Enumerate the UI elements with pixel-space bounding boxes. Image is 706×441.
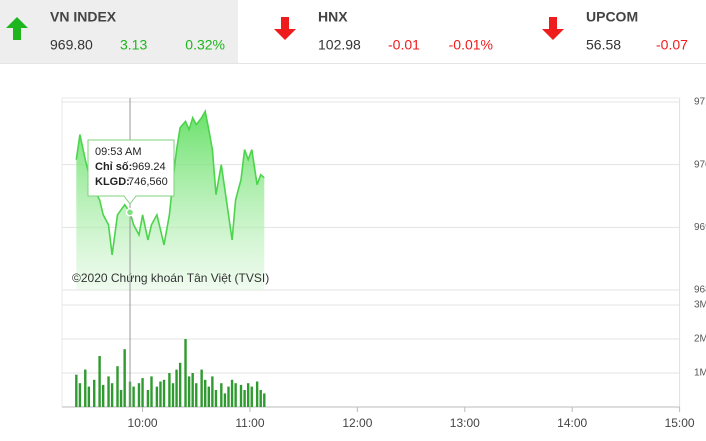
volume-bar	[146, 390, 150, 407]
volume-bar	[195, 383, 198, 407]
volume-bar	[159, 381, 162, 407]
tooltip-index-label: Chỉ số:	[95, 161, 132, 173]
arrow-down	[274, 17, 296, 40]
volume-bar	[141, 378, 144, 407]
index-tab[interactable]: UPCOM 56.58 -0.07	[542, 9, 688, 53]
volume-bar	[255, 381, 259, 407]
index-change: -0.07	[656, 37, 688, 53]
volume-bar	[84, 369, 87, 407]
tooltip-index-value: 969.24	[132, 161, 166, 173]
y-tick-label: 969	[694, 222, 706, 233]
area	[76, 111, 265, 291]
copyright: ©2020 Chứng khoán Tân Việt (TVSI)	[72, 271, 269, 285]
volume-bar	[200, 369, 203, 407]
index-change: 3.13	[120, 37, 147, 53]
x-tick-label: 13:00	[450, 416, 480, 430]
y2-tick-label: 3M	[694, 300, 706, 311]
volume-bar	[227, 386, 230, 407]
volume-bar	[246, 383, 250, 407]
index-percent: -0.01%	[449, 37, 493, 53]
volume-bar	[259, 390, 262, 407]
x-tick-label: 12:00	[342, 416, 372, 430]
volume-bar	[78, 383, 82, 407]
volume-bar	[187, 376, 191, 407]
tooltip-volume-value: 746,560	[128, 176, 168, 188]
index-tab[interactable]: HNX 102.98 -0.01 -0.01%	[274, 9, 493, 53]
x-tick-label: 10:00	[128, 416, 158, 430]
y-tick-label: 970	[694, 159, 706, 170]
volume-bar	[204, 379, 207, 407]
volume-bar	[175, 369, 178, 407]
active-tab	[0, 0, 238, 63]
volume-bar	[220, 383, 223, 407]
tooltip-time: 09:53 AM	[95, 146, 141, 158]
volume-bar	[101, 384, 105, 407]
y2-tick-label: 1M	[694, 368, 706, 379]
index-value: 102.98	[318, 37, 361, 53]
x-tick-label: 15:00	[665, 416, 695, 430]
volume-bar	[207, 386, 210, 407]
volume-bar	[107, 376, 110, 407]
index-name: VN INDEX	[50, 9, 117, 25]
volume-bar	[123, 349, 126, 407]
volume-bar	[191, 373, 194, 407]
volume-bar	[243, 390, 246, 407]
volume-bar	[155, 386, 159, 407]
index-value: 56.58	[586, 37, 621, 53]
volume-bar	[168, 373, 171, 407]
index-name: UPCOM	[586, 9, 638, 25]
tooltip-volume-label: KLGD:	[95, 176, 130, 188]
volume-bar	[214, 390, 218, 407]
volume-bar	[230, 379, 234, 407]
volume-bar	[87, 386, 91, 407]
arrow-up	[6, 17, 28, 40]
hover-point	[125, 208, 135, 217]
index-percent: 0.32%	[185, 37, 225, 53]
volume-bar	[171, 383, 175, 407]
volume-bar	[137, 383, 141, 407]
volume-bar	[119, 390, 123, 407]
index-name: HNX	[318, 9, 348, 25]
volume-bar	[234, 383, 237, 407]
volume-bar	[150, 376, 153, 407]
volume-bar	[184, 339, 187, 407]
price-line	[75, 109, 265, 256]
x-tick-label: 14:00	[557, 416, 587, 430]
volume-bar	[250, 386, 253, 407]
index-change: -0.01	[388, 37, 420, 53]
x-tick-label: 11:00	[235, 416, 264, 430]
volume-bar	[132, 386, 135, 407]
volume-bar	[162, 379, 166, 407]
y-tick-label: 968	[694, 285, 706, 296]
arrow-down	[542, 17, 564, 40]
volume-bar	[75, 374, 78, 407]
volume-bar	[93, 379, 96, 407]
volume-bar	[116, 366, 119, 407]
volume-bar	[178, 362, 182, 407]
volume-bar	[239, 384, 243, 407]
volume-bar	[223, 393, 227, 407]
y-tick-label: 971	[694, 97, 706, 108]
volume-bar	[211, 376, 214, 407]
volume-bar	[110, 383, 114, 407]
volume-bar	[98, 356, 101, 407]
index-value: 969.80	[50, 37, 93, 53]
tooltip-box	[87, 139, 175, 205]
volume-bar	[263, 393, 266, 407]
y2-tick-label: 2M	[694, 334, 706, 345]
index-tab[interactable]: VN INDEX 969.80 3.13 0.32%	[6, 9, 225, 53]
